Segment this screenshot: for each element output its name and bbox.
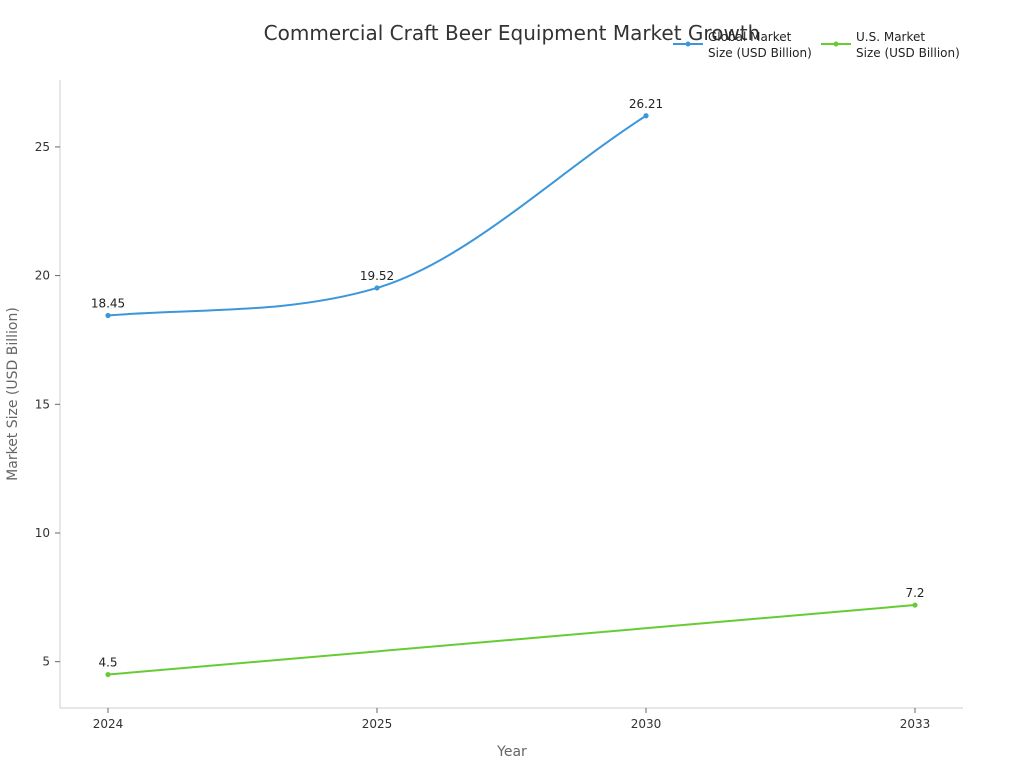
y-tick-label: 10 (35, 526, 50, 540)
legend-swatch-marker (833, 41, 839, 47)
y-tick-label: 25 (35, 140, 50, 154)
legend-label: Size (USD Billion) (708, 46, 812, 60)
legend-label: Size (USD Billion) (856, 46, 960, 60)
series-line-2 (107, 604, 916, 676)
data-label: 26.21 (629, 97, 663, 111)
data-label: 7.2 (905, 586, 924, 600)
legend-label: U.S. Market (856, 30, 925, 44)
data-label: 19.52 (360, 269, 394, 283)
x-tick-label: 2030 (631, 717, 662, 731)
data-point (105, 671, 111, 678)
y-tick-label: 20 (35, 269, 50, 283)
legend-swatch-marker (685, 41, 691, 47)
chart-title: Commercial Craft Beer Equipment Market G… (264, 21, 761, 45)
x-tick-label: 2024 (93, 717, 124, 731)
y-axis-title: Market Size (USD Billion) (5, 307, 21, 481)
y-tick-label: 5 (42, 655, 50, 669)
data-label: 4.5 (98, 656, 117, 670)
data-point (374, 285, 380, 291)
x-tick-label: 2025 (362, 717, 393, 731)
x-tick-label: 2033 (900, 717, 931, 731)
data-point (105, 312, 111, 319)
y-tick-label: 15 (35, 397, 50, 411)
data-label: 18.45 (91, 297, 125, 311)
data-point (912, 602, 918, 608)
x-axis-title: Year (496, 744, 527, 760)
data-point (643, 113, 649, 119)
legend-label: Global Market (708, 30, 792, 44)
